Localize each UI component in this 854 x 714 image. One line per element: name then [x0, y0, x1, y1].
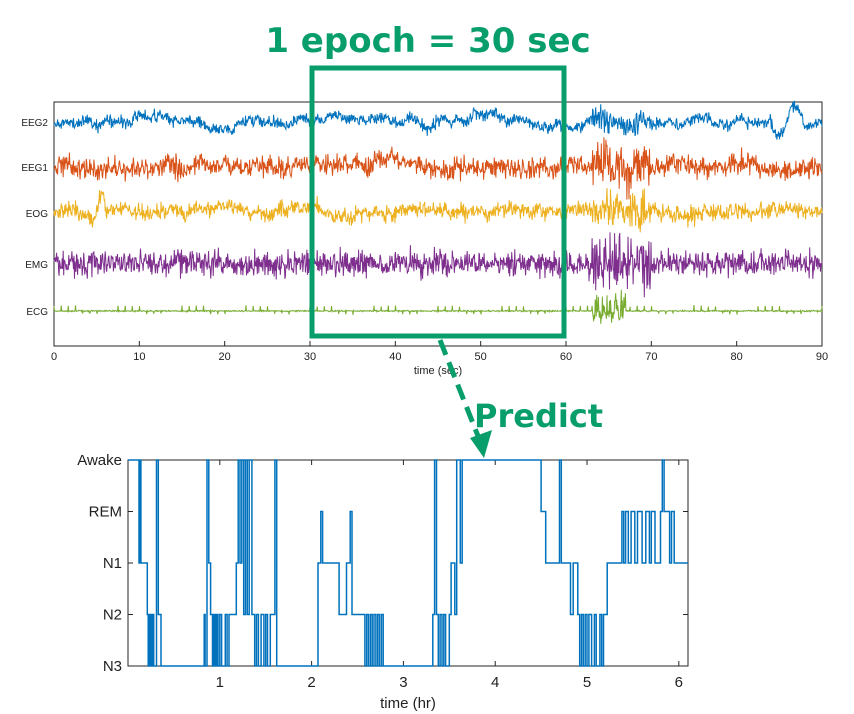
channel-label-eeg1: EEG1: [21, 163, 48, 174]
hypnogram-chart: Awake REM N1 N2 N3 1 2 3 4 5 6 time (hr): [77, 452, 689, 712]
hypnogram-x-tick-label: 1: [216, 674, 224, 691]
signal-x-tick-label: 30: [304, 351, 316, 363]
signal-x-tick-label: 40: [389, 351, 401, 363]
epoch-title: 1 epoch = 30 sec: [265, 21, 590, 61]
signal-series-eog: [53, 188, 823, 233]
signal-series-ecg: [53, 289, 823, 324]
hypnogram-x-tick-label: 3: [399, 674, 407, 691]
predict-arrow-head: [470, 430, 492, 458]
hypnogram-y-tick-label: N3: [103, 658, 122, 675]
channel-label-ecg: ECG: [26, 307, 48, 318]
channel-label-eeg2: EEG2: [21, 118, 48, 129]
predict-arrow-line: [437, 339, 481, 437]
signal-x-tick-label: 60: [560, 351, 572, 363]
signal-x-tick-label: 20: [219, 351, 231, 363]
hypnogram-x-tick-label: 2: [307, 674, 315, 691]
epoch-window: [309, 65, 567, 339]
signal-series-eeg2: [53, 100, 823, 140]
signal-x-tick-label: 50: [475, 351, 487, 363]
hypnogram-x-tick-label: 6: [675, 674, 683, 691]
hypnogram-y-ticks: Awake REM N1 N2 N3: [77, 452, 688, 675]
signal-series: [53, 100, 823, 324]
signal-x-tick-label: 70: [645, 351, 657, 363]
hypnogram-line: [128, 459, 688, 667]
hypnogram-x-tick-label: 4: [491, 674, 499, 691]
signal-x-ticks: 0 10 20 30 40 50 60 70 80 90: [51, 341, 828, 363]
channel-labels: EEG2 EEG1 EOG EMG ECG: [21, 118, 48, 318]
hypnogram-y-tick-label: N2: [103, 607, 122, 624]
signal-x-tick-label: 90: [816, 351, 828, 363]
signal-series-emg: [53, 232, 823, 298]
channel-label-emg: EMG: [25, 260, 48, 271]
channel-label-eog: EOG: [26, 209, 48, 220]
signal-series-eeg1: [53, 137, 823, 200]
hypnogram-x-axis-label: time (hr): [380, 695, 436, 712]
signal-x-tick-label: 0: [51, 351, 57, 363]
hypnogram-y-tick-label: Awake: [77, 452, 122, 469]
signal-x-tick-label: 10: [133, 351, 145, 363]
hypnogram-y-tick-label: N1: [103, 555, 122, 572]
hypnogram-x-tick-label: 5: [583, 674, 591, 691]
hypnogram-y-tick-label: REM: [89, 504, 122, 521]
predict-label: Predict: [474, 397, 603, 435]
signal-x-tick-label: 80: [731, 351, 743, 363]
